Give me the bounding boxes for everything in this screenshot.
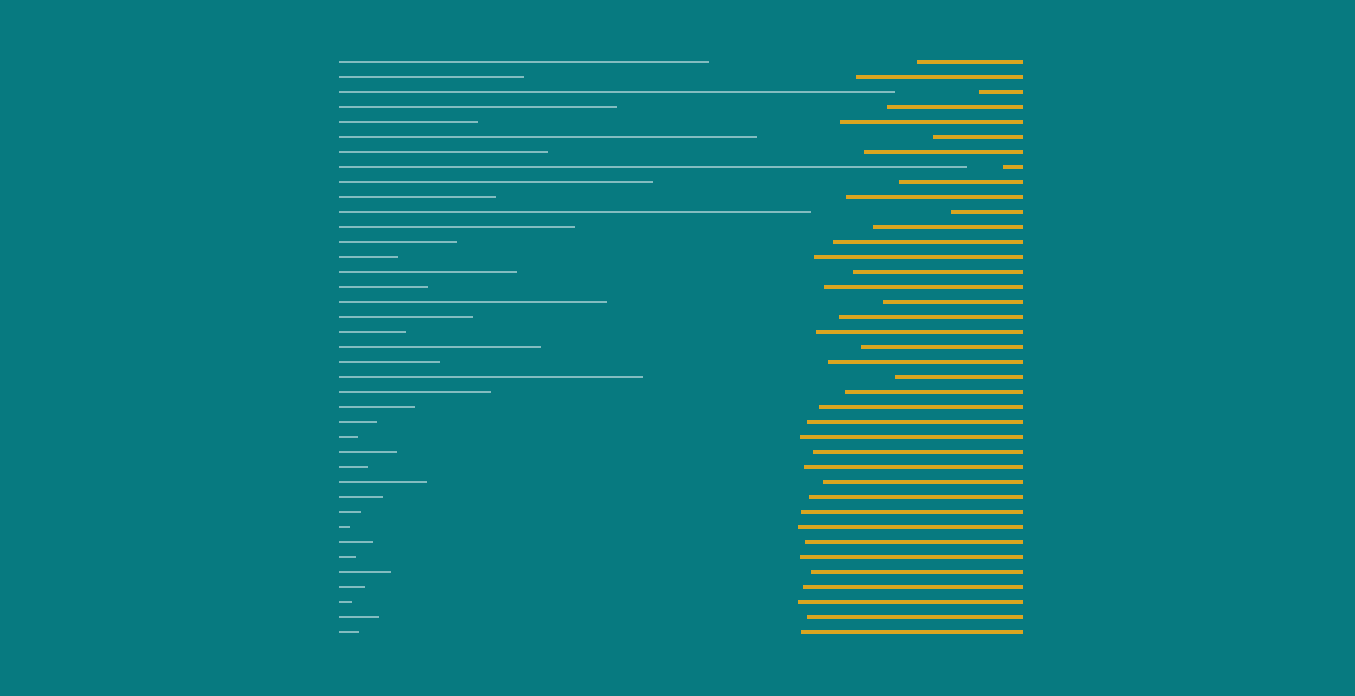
- gold-bar-8: [1003, 165, 1023, 169]
- gold-bar-18: [839, 315, 1023, 319]
- gold-bar-21: [828, 360, 1023, 364]
- gold-bar-37: [798, 600, 1023, 604]
- gold-bar-31: [801, 510, 1023, 514]
- white-line-14: [339, 256, 398, 258]
- white-line-5: [339, 121, 478, 123]
- white-line-37: [339, 601, 352, 603]
- gold-bar-24: [819, 405, 1023, 409]
- white-line-19: [339, 331, 406, 333]
- white-line-20: [339, 346, 541, 348]
- gold-bar-25: [807, 420, 1023, 424]
- gold-bar-19: [816, 330, 1023, 334]
- white-line-18: [339, 316, 473, 318]
- gold-bar-23: [845, 390, 1023, 394]
- white-line-35: [339, 571, 391, 573]
- gold-bar-30: [809, 495, 1023, 499]
- gold-bar-11: [951, 210, 1023, 214]
- white-line-23: [339, 391, 491, 393]
- gold-bar-27: [813, 450, 1023, 454]
- white-line-15: [339, 271, 517, 273]
- white-line-22: [339, 376, 643, 378]
- gold-bar-17: [883, 300, 1023, 304]
- gold-bar-6: [933, 135, 1023, 139]
- gold-bar-33: [805, 540, 1023, 544]
- white-line-1: [339, 61, 709, 63]
- white-line-21: [339, 361, 440, 363]
- white-line-24: [339, 406, 415, 408]
- white-line-11: [339, 211, 811, 213]
- gold-bar-2: [856, 75, 1023, 79]
- gold-bar-26: [800, 435, 1023, 439]
- white-line-12: [339, 226, 575, 228]
- white-line-36: [339, 586, 365, 588]
- white-line-34: [339, 556, 356, 558]
- white-line-8: [339, 166, 967, 168]
- white-line-series: [339, 61, 967, 633]
- white-line-31: [339, 511, 361, 513]
- gold-bar-28: [804, 465, 1023, 469]
- gold-bar-series: [798, 60, 1023, 634]
- white-line-3: [339, 91, 895, 93]
- gold-bar-32: [798, 525, 1023, 529]
- white-line-10: [339, 196, 496, 198]
- gold-bar-13: [833, 240, 1023, 244]
- gold-bar-34: [800, 555, 1023, 559]
- white-line-38: [339, 616, 379, 618]
- white-line-30: [339, 496, 383, 498]
- white-line-6: [339, 136, 757, 138]
- gold-bar-7: [864, 150, 1023, 154]
- gold-bar-5: [840, 120, 1023, 124]
- white-line-16: [339, 286, 428, 288]
- gold-bar-10: [846, 195, 1023, 199]
- white-line-28: [339, 466, 368, 468]
- gold-bar-20: [861, 345, 1023, 349]
- white-line-26: [339, 436, 358, 438]
- gold-bar-3: [979, 90, 1023, 94]
- gold-bar-1: [917, 60, 1023, 64]
- white-line-9: [339, 181, 653, 183]
- white-line-27: [339, 451, 397, 453]
- gold-bar-16: [824, 285, 1023, 289]
- gold-bar-22: [895, 375, 1023, 379]
- white-line-33: [339, 541, 373, 543]
- white-line-39: [339, 631, 359, 633]
- gold-bar-12: [873, 225, 1023, 229]
- gold-bar-29: [823, 480, 1023, 484]
- gold-bar-38: [807, 615, 1023, 619]
- gold-bar-4: [887, 105, 1023, 109]
- white-line-17: [339, 301, 607, 303]
- gold-bar-14: [814, 255, 1023, 259]
- gold-bar-15: [853, 270, 1023, 274]
- gold-bar-39: [801, 630, 1023, 634]
- white-line-25: [339, 421, 377, 423]
- white-line-7: [339, 151, 548, 153]
- gold-bar-35: [811, 570, 1023, 574]
- gold-bar-36: [803, 585, 1023, 589]
- white-line-4: [339, 106, 617, 108]
- white-line-13: [339, 241, 457, 243]
- white-line-2: [339, 76, 524, 78]
- gold-bar-9: [899, 180, 1023, 184]
- white-line-32: [339, 526, 350, 528]
- white-line-29: [339, 481, 427, 483]
